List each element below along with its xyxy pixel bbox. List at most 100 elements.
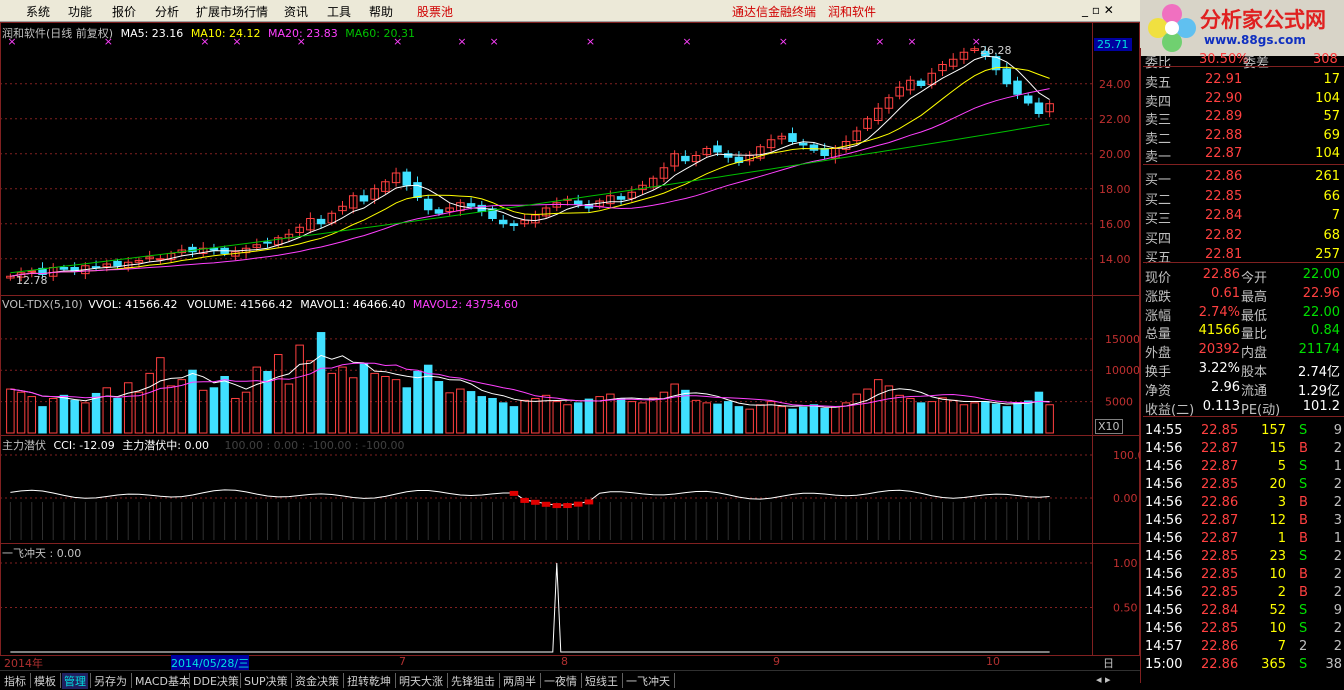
price-panel-title: 润和软件(日线 前复权) [2,27,114,40]
volume-bar [498,402,508,434]
stat-value: 3.22% [1198,361,1240,376]
volume-bar [681,389,690,434]
volume-bar [263,370,272,434]
volume-bar [895,394,904,434]
tab-0[interactable]: 指标 [4,675,26,688]
tab-separator [395,673,396,688]
weibi-value: 30.50% [1199,52,1249,67]
volume-bar [584,398,594,434]
signal-marker: × [490,35,499,48]
candle-body [252,244,262,248]
stat-row: 外盘 20392 内盘 21174 [1143,342,1344,361]
candle-body [1002,68,1012,85]
volume-bar [81,402,90,434]
tab-scroll-arrows[interactable]: ◂ ▸ [1096,673,1111,686]
window-controls[interactable]: _ ▫ ✕ [1082,3,1114,17]
chart-area: 24.00 22.00 20.00 18.00 16.00 14.00 × × × × × × × × × ×… [0,22,1140,656]
candle-body [713,145,722,153]
volume-bar [616,397,626,434]
menu-help[interactable]: 帮助 [369,5,394,19]
volume-bar [638,402,647,434]
tab-11[interactable]: 两周半 [503,675,536,688]
volume-bar [252,366,262,434]
bid-row[interactable]: 买一 22.86 261 [1143,169,1344,188]
tick-side: S [1299,603,1308,618]
tick-count: 2 [1333,477,1342,492]
stat-label-2: 量比 [1241,327,1268,343]
tab-4[interactable]: MACD基本 [135,675,190,688]
stock-title: 润和软件 [828,5,877,19]
bid-row[interactable]: 买三 22.84 7 [1143,208,1344,227]
tab-5[interactable]: DDE决策 [193,675,239,688]
menu-analysis[interactable]: 分析 [155,5,180,19]
tab-separator [540,673,541,688]
candle-body [852,130,862,142]
cci-label: CCI: -12.09 [53,439,115,452]
tab-7[interactable]: 资金决策 [295,675,339,688]
tab-9[interactable]: 明天大涨 [399,675,443,688]
tab-3[interactable]: 另存为 [94,675,127,688]
candle-body [616,196,626,200]
stat-label: 涨跌 [1145,289,1172,305]
volume-bar [948,399,958,434]
stat-value-2: 22.00 [1302,304,1340,320]
ask-volume: 104 [1315,146,1340,161]
volume-bar [466,391,476,434]
tab-separator [60,673,61,688]
tab-6[interactable]: SUP决策 [244,675,288,688]
tab-separator [90,673,91,688]
cci-red-mark [552,503,562,509]
bid-row[interactable]: 买四 22.82 68 [1143,228,1344,247]
candle-body [606,195,615,205]
tab-10[interactable]: 先锋狙击 [451,675,495,688]
menu-quote[interactable]: 报价 [112,5,137,19]
stat-row: 现价 22.86 今开 22.00 [1143,267,1344,286]
volume-bar [1023,400,1033,434]
signal-marker: × [682,35,691,48]
candle-body [723,153,733,158]
ask-row[interactable]: 卖五 22.91 17 [1143,72,1344,91]
candle-body [209,247,219,251]
time-cursor-date: 2014/05/28/三 [171,655,250,671]
candle-body [820,148,829,156]
menu-tools[interactable]: 工具 [327,5,352,19]
tab-separator [674,673,675,688]
ask-row[interactable]: 卖二 22.88 69 [1143,128,1344,147]
vol-axis-label: 5000 [1105,396,1133,409]
ask-row[interactable]: 卖三 22.89 57 [1143,109,1344,128]
stat-label-2: 今开 [1241,271,1268,286]
candle-body [691,155,701,163]
tab-12[interactable]: 一夜情 [544,675,577,688]
tick-price: 22.85 [1201,549,1239,564]
bid-row[interactable]: 买二 22.85 66 [1143,189,1344,208]
menu-stock-pool[interactable]: 股票池 [417,5,454,19]
volume-bar [477,396,487,434]
tab-1[interactable]: 模板 [34,675,56,688]
volume-bar [177,379,187,434]
tab-13[interactable]: 短线王 [585,675,618,688]
volume-bar [595,396,604,434]
tab-2[interactable]: 管理 [62,673,88,689]
tab-14[interactable]: 一飞冲天 [626,675,670,688]
menu-info[interactable]: 资讯 [284,5,309,19]
ask-row[interactable]: 卖一 22.87 104 [1143,146,1344,165]
stat-value: 2.96 [1211,379,1240,395]
menu-system[interactable]: 系统 [26,5,51,19]
tab-8[interactable]: 扭转乾坤 [347,675,391,688]
tick-row: 14:56 22.86 3 B 2 [1143,495,1344,513]
ask-row[interactable]: 卖四 22.90 104 [1143,91,1344,110]
tick-volume: 52 [1269,603,1286,618]
candle-body [413,182,422,198]
volume-bar [16,391,26,434]
stat-value: 0.113 [1202,398,1240,414]
menu-ext-market[interactable]: 扩展市场行情 [196,5,269,19]
volume-bar [306,360,315,434]
volume-bar [520,399,529,434]
volume-bar [691,399,701,434]
volume-bar [145,372,154,434]
volume-bar [509,406,519,434]
menu-function[interactable]: 功能 [68,5,93,19]
indicator-tab-bar: 指标 模板 管理 另存为 MACD基本 DDE决策 SUP决策 资金决策 扭转乾坤 明天大涨 先锋狙… [0,670,1140,690]
candle-body [1023,95,1033,104]
tick-volume: 23 [1269,549,1286,564]
